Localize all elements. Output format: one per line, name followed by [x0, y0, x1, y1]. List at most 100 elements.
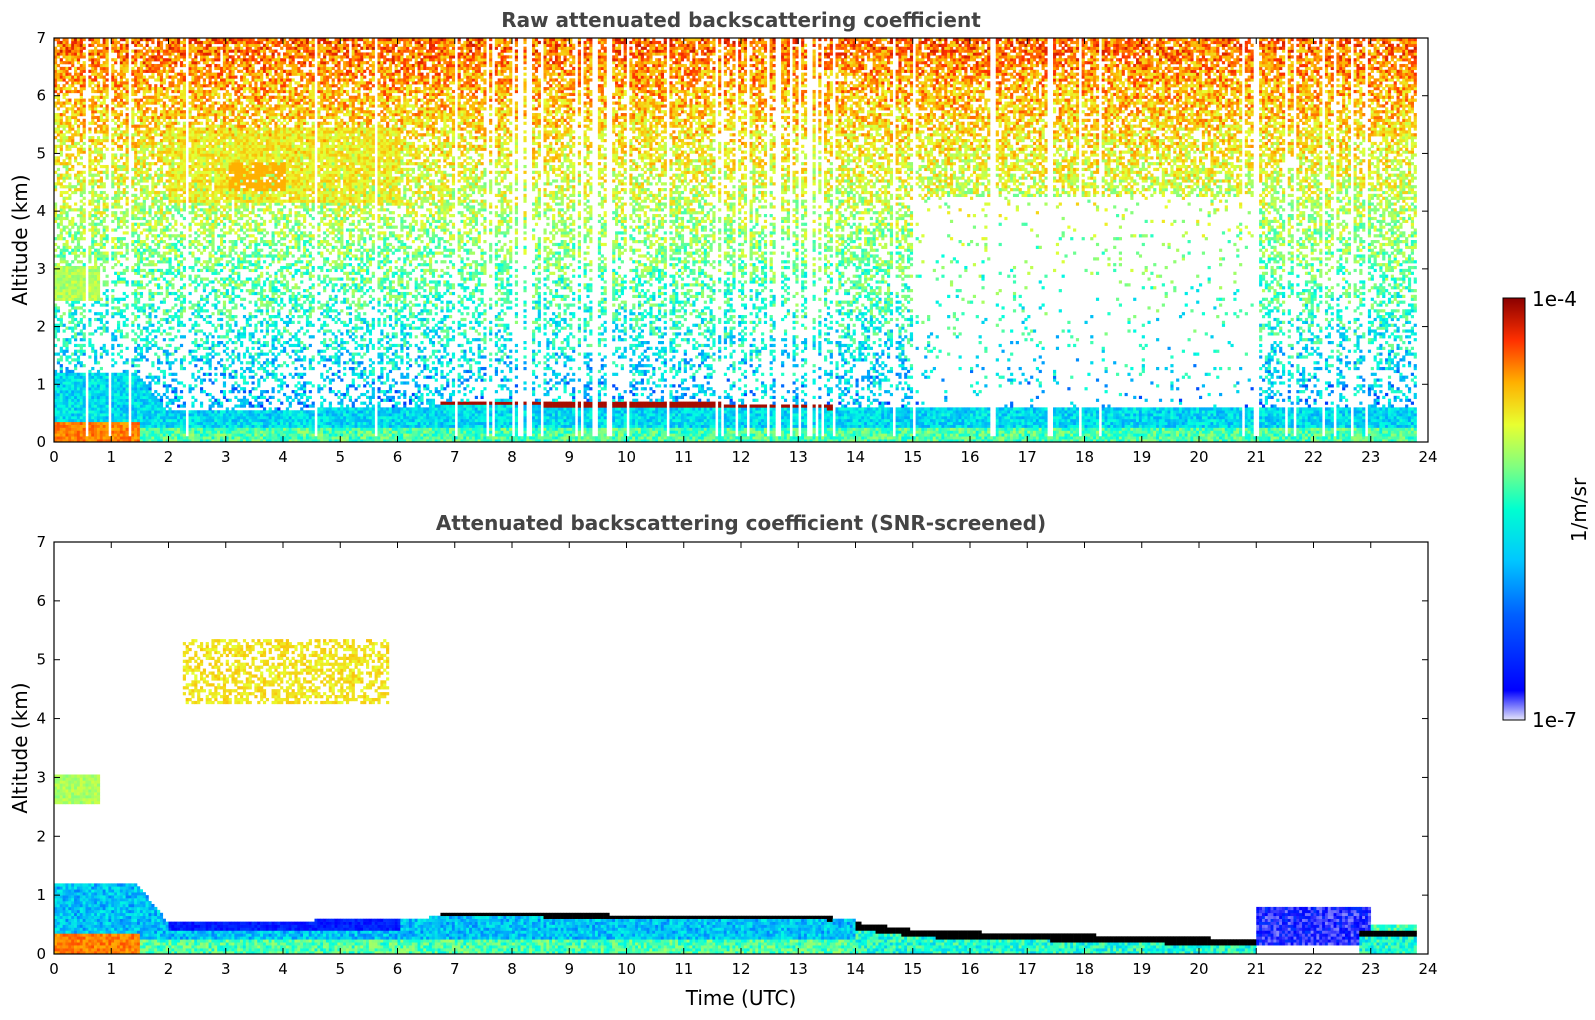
heatmap-cell [83, 364, 86, 367]
heatmap-cell [88, 410, 91, 413]
heatmap-cell [140, 240, 143, 243]
heatmap-cell [143, 101, 146, 104]
heatmap-cell [80, 298, 83, 301]
heatmap-cell [174, 234, 177, 237]
heatmap-cell [134, 387, 137, 390]
heatmap-cell [117, 205, 120, 208]
heatmap-cell [94, 292, 97, 295]
heatmap-cell [194, 156, 197, 159]
heatmap-cell [214, 292, 217, 295]
heatmap-cell [211, 90, 214, 93]
heatmap-cell [114, 425, 117, 428]
heatmap-cell [97, 402, 100, 405]
heatmap-cell [194, 70, 197, 73]
heatmap-cell [191, 433, 194, 436]
heatmap-cell [134, 396, 137, 399]
heatmap-cell [65, 266, 68, 269]
heatmap-cell [100, 142, 103, 145]
heatmap-cell [163, 370, 166, 373]
heatmap-cell [68, 396, 71, 399]
heatmap-cell [183, 295, 186, 298]
heatmap-cell [148, 153, 151, 156]
heatmap-cell [117, 101, 120, 104]
heatmap-cell [57, 113, 60, 116]
heatmap-cell [80, 266, 83, 269]
heatmap-cell [177, 50, 180, 53]
heatmap-cell [211, 430, 214, 433]
heatmap-cell [123, 231, 126, 234]
heatmap-cell [68, 413, 71, 416]
heatmap-cell [123, 407, 126, 410]
heatmap-cell [166, 52, 169, 55]
heatmap-cell [80, 396, 83, 399]
heatmap-cell [114, 177, 117, 180]
heatmap-cell [134, 171, 137, 174]
heatmap-cell [183, 159, 186, 162]
heatmap-cell [157, 422, 160, 425]
heatmap-cell [114, 162, 117, 165]
heatmap-cell [97, 96, 100, 99]
heatmap-cell [114, 272, 117, 275]
heatmap-cell [160, 81, 163, 84]
heatmap-cell [123, 67, 126, 70]
heatmap-cell [143, 428, 146, 431]
heatmap-cell [209, 127, 212, 130]
heatmap-cell [106, 228, 109, 231]
heatmap-cell [197, 96, 200, 99]
heatmap-cell [151, 145, 154, 148]
heatmap-cell [74, 191, 77, 194]
heatmap-cell [65, 373, 68, 376]
heatmap-cell [200, 425, 203, 428]
heatmap-cell [60, 90, 63, 93]
heatmap-cell [137, 139, 140, 142]
heatmap-cell [97, 407, 100, 410]
heatmap-cell [106, 116, 109, 119]
heatmap-cell [180, 171, 183, 174]
heatmap-cell [160, 436, 163, 439]
heatmap-cell [206, 61, 209, 64]
heatmap-cell [120, 315, 123, 318]
heatmap-cell [143, 55, 146, 58]
heatmap-cell [206, 373, 209, 376]
heatmap-cell [166, 422, 169, 425]
heatmap-cell [94, 413, 97, 416]
heatmap-cell [83, 113, 86, 116]
heatmap-cell [143, 269, 146, 272]
heatmap-cell [157, 156, 160, 159]
heatmap-cell [194, 280, 197, 283]
heatmap-cell [57, 286, 60, 289]
heatmap-cell [140, 159, 143, 162]
heatmap-cell [177, 263, 180, 266]
heatmap-cell [77, 47, 80, 50]
heatmap-cell [146, 44, 149, 47]
heatmap-cell [200, 191, 203, 194]
heatmap-cell [137, 55, 140, 58]
heatmap-cell [80, 390, 83, 393]
heatmap-cell [203, 171, 206, 174]
heatmap-cell [206, 208, 209, 211]
heatmap-cell [169, 148, 172, 151]
heatmap-cell [120, 81, 123, 84]
heatmap-cell [154, 430, 157, 433]
heatmap-cell [214, 344, 217, 347]
heatmap-cell [71, 153, 74, 156]
heatmap-cell [80, 231, 83, 234]
heatmap-cell [57, 52, 60, 55]
heatmap-cell [103, 234, 106, 237]
heatmap-cell [68, 436, 71, 439]
heatmap-cell [189, 185, 192, 188]
heatmap-cell [171, 168, 174, 171]
heatmap-cell [71, 226, 74, 229]
heatmap-cell [209, 44, 212, 47]
heatmap-cell [163, 217, 166, 220]
heatmap-cell [83, 226, 86, 229]
heatmap-cell [91, 231, 94, 234]
heatmap-cell [97, 153, 100, 156]
heatmap-cell [83, 76, 86, 79]
heatmap-cell [60, 162, 63, 165]
heatmap-cell [106, 130, 109, 133]
heatmap-cell [174, 171, 177, 174]
heatmap-cell [191, 159, 194, 162]
heatmap-cell [74, 393, 77, 396]
heatmap-cell [154, 142, 157, 145]
